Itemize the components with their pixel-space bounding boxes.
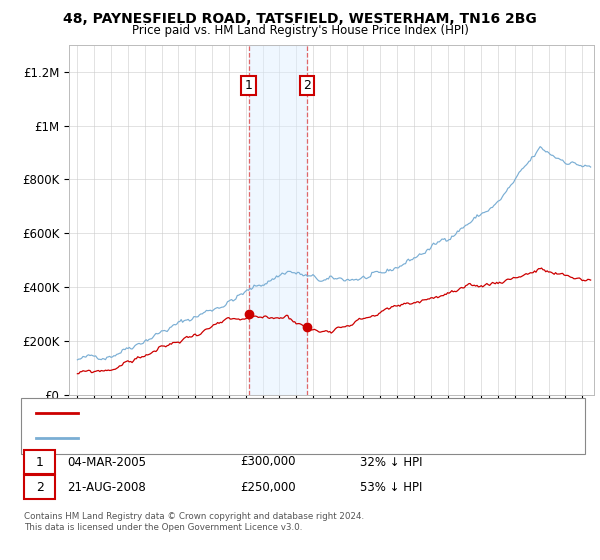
- Text: HPI: Average price, detached house, Tandridge: HPI: Average price, detached house, Tand…: [84, 433, 317, 443]
- Text: Contains HM Land Registry data © Crown copyright and database right 2024.
This d: Contains HM Land Registry data © Crown c…: [24, 512, 364, 532]
- Text: 48, PAYNESFIELD ROAD, TATSFIELD, WESTERHAM, TN16 2BG (detached house): 48, PAYNESFIELD ROAD, TATSFIELD, WESTERH…: [84, 408, 477, 418]
- Text: £300,000: £300,000: [240, 455, 296, 469]
- Text: 32% ↓ HPI: 32% ↓ HPI: [360, 455, 422, 469]
- Bar: [248, 45, 307, 395]
- Text: 1: 1: [245, 79, 253, 92]
- Text: 04-MAR-2005: 04-MAR-2005: [67, 455, 146, 469]
- Text: 48, PAYNESFIELD ROAD, TATSFIELD, WESTERHAM, TN16 2BG: 48, PAYNESFIELD ROAD, TATSFIELD, WESTERH…: [63, 12, 537, 26]
- Text: Price paid vs. HM Land Registry's House Price Index (HPI): Price paid vs. HM Land Registry's House …: [131, 24, 469, 36]
- Text: 1: 1: [35, 455, 44, 469]
- Text: 2: 2: [35, 480, 44, 494]
- Text: £250,000: £250,000: [240, 480, 296, 494]
- Text: 53% ↓ HPI: 53% ↓ HPI: [360, 480, 422, 494]
- Text: 2: 2: [303, 79, 311, 92]
- Text: 21-AUG-2008: 21-AUG-2008: [67, 480, 146, 494]
